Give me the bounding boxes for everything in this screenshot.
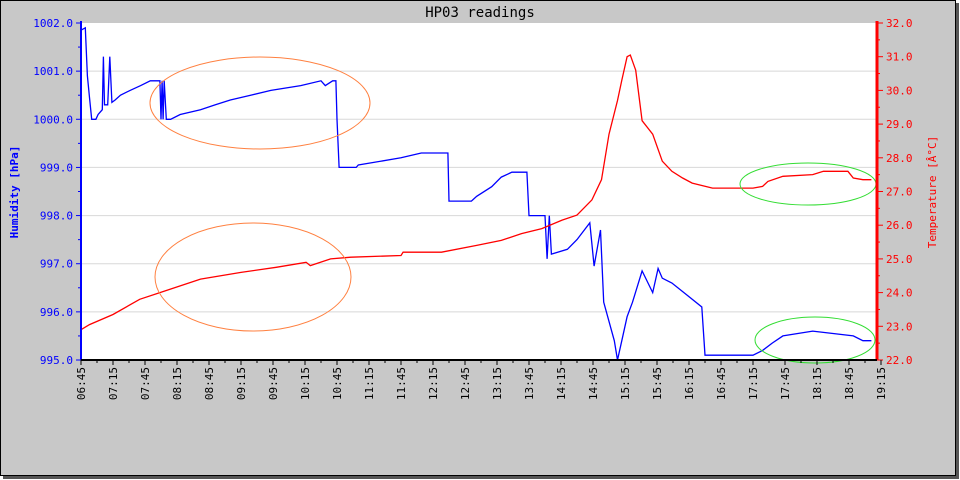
y-tick-label: 996.0 <box>40 306 73 319</box>
x-tick-label: 15:15 <box>619 367 632 400</box>
annotation-ellipse <box>754 316 876 364</box>
x-tick-label: 16:45 <box>715 367 728 400</box>
x-tick-label: 08:45 <box>203 367 216 400</box>
axes: 995.0 996.0 997.0 998.0 999.0 1000.0 1001.0 100… <box>33 17 912 400</box>
annotations <box>149 56 877 364</box>
y2-tick-label: 22.0 <box>886 354 913 367</box>
y2-tick-label: 25.0 <box>886 253 913 266</box>
annotation-ellipse <box>149 56 371 150</box>
y2-tick-label: 23.0 <box>886 320 913 333</box>
x-tick-label: 13:15 <box>491 367 504 400</box>
y-tick-label: 1001.0 <box>33 65 73 78</box>
x-tick-label: 14:15 <box>555 367 568 400</box>
y-tick-label: 1000.0 <box>33 113 73 126</box>
y2-axis-label: Temperature [Â°C] <box>926 136 939 249</box>
x-tick-label: 17:15 <box>747 367 760 400</box>
temperature-line <box>80 54 872 331</box>
x-tick-label: 08:15 <box>171 367 184 400</box>
x-tick-label: 11:15 <box>363 367 376 400</box>
x-tick-label: 18:15 <box>811 367 824 400</box>
y-tick-label: 999.0 <box>40 161 73 174</box>
y2-tick-label: 31.0 <box>886 51 913 64</box>
x-tick-label: 18:45 <box>843 367 856 400</box>
x-tick-label: 10:15 <box>299 367 312 400</box>
y-tick-label: 997.0 <box>40 258 73 271</box>
y2-tick-label: 27.0 <box>886 186 913 199</box>
y2-tick-label: 30.0 <box>886 84 913 97</box>
x-tick-label: 14:45 <box>587 367 600 400</box>
y2-tick-label: 28.0 <box>886 152 913 165</box>
x-tick-label: 12:45 <box>459 367 472 400</box>
x-tick-label: 17:45 <box>779 367 792 400</box>
x-tick-label: 11:45 <box>395 367 408 400</box>
x-tick-label: 12:15 <box>427 367 440 400</box>
y2-tick-label: 26.0 <box>886 219 913 232</box>
x-tick-label: 06:45 <box>75 367 88 400</box>
pressure-line <box>80 26 872 361</box>
x-tick-label: 09:45 <box>267 367 280 400</box>
x-tick-label: 07:15 <box>107 367 120 400</box>
y-tick-label: 1002.0 <box>33 17 73 30</box>
gridlines <box>81 70 877 313</box>
x-tick-label: 16:15 <box>683 367 696 400</box>
y-tick-label: 998.0 <box>40 210 73 223</box>
x-tick-label: 15:45 <box>651 367 664 400</box>
x-tick-label: 19:15 <box>875 367 888 400</box>
y2-tick-label: 32.0 <box>886 17 913 30</box>
y2-tick-label: 24.0 <box>886 287 913 300</box>
x-tick-label: 07:45 <box>139 367 152 400</box>
x-tick-label: 10:45 <box>331 367 344 400</box>
y2-tick-label: 29.0 <box>886 118 913 131</box>
x-tick-label: 13:45 <box>523 367 536 400</box>
annotation-ellipse <box>154 222 352 332</box>
y-tick-label: 995.0 <box>40 354 73 367</box>
plot-area <box>81 23 877 360</box>
x-tick-label: 09:15 <box>235 367 248 400</box>
series-lines <box>80 26 872 361</box>
chart-title: HP03 readings <box>425 5 535 21</box>
y-axis-label: Humidity [hPa] <box>8 146 21 239</box>
